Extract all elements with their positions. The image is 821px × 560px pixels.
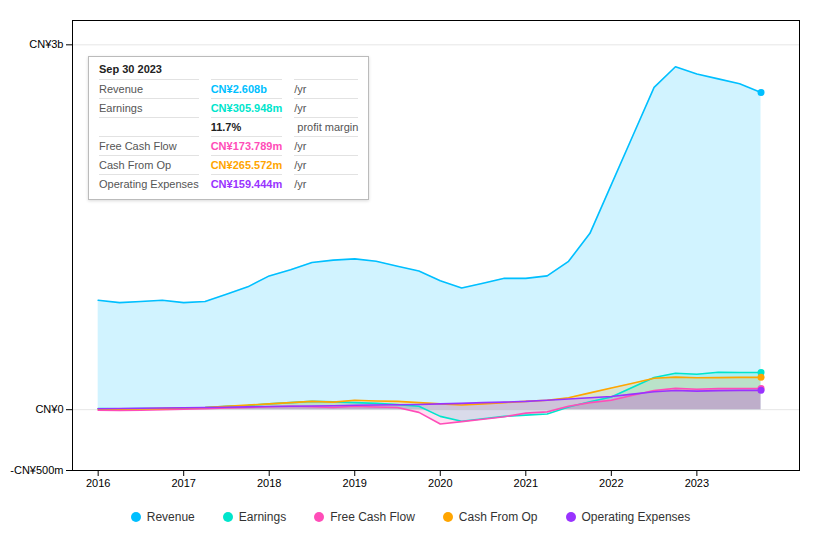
html-text:Sep 30 2023: Sep 30 2023 — [99, 63, 162, 75]
svg-text:2022: 2022 — [599, 477, 623, 489]
html-text:CN¥159.444m: CN¥159.444m — [210, 178, 283, 190]
html-text:/yr: /yr — [294, 159, 307, 171]
html-text:/yr: /yr — [294, 140, 307, 152]
html-text:11.7%: 11.7% — [210, 121, 242, 133]
svg-text:2020: 2020 — [428, 477, 452, 489]
html-text:CN¥265.572m: CN¥265.572m — [210, 159, 283, 171]
svg-text:2016: 2016 — [86, 477, 110, 489]
html-text:CN¥173.789m: CN¥173.789m — [210, 140, 283, 152]
html-text:CN¥2.608b: CN¥2.608b — [210, 83, 267, 95]
svg-text:2017: 2017 — [171, 477, 195, 489]
html-text:Free Cash Flow: Free Cash Flow — [330, 510, 415, 524]
html-text:Revenue: Revenue — [146, 510, 195, 524]
svg-text:2019: 2019 — [343, 477, 367, 489]
html-text:Free Cash Flow: Free Cash Flow — [99, 140, 177, 152]
html-text:/yr: /yr — [294, 83, 307, 95]
svg-text:CN¥3b: CN¥3b — [29, 38, 63, 50]
svg-text:2021: 2021 — [514, 477, 538, 489]
html-text:Operating Expenses: Operating Expenses — [99, 178, 199, 190]
html-text:Cash From Op: Cash From Op — [99, 159, 172, 171]
svg-text:CN¥0: CN¥0 — [35, 403, 63, 415]
svg-text:2018: 2018 — [257, 477, 281, 489]
html-text:Cash From Op: Cash From Op — [458, 510, 538, 524]
html-text:Revenue: Revenue — [99, 83, 143, 95]
html-text:Earnings: Earnings — [238, 510, 287, 524]
html-text:Earnings: Earnings — [99, 102, 143, 114]
html-text:Operating Expenses: Operating Expenses — [581, 510, 691, 524]
html-text:profit margin: profit margin — [294, 121, 359, 133]
html-text:CN¥305.948m: CN¥305.948m — [210, 102, 283, 114]
svg-text:2023: 2023 — [685, 477, 709, 489]
svg-text:-CN¥500m: -CN¥500m — [10, 464, 63, 476]
html-text:/yr: /yr — [294, 178, 307, 190]
html-text:/yr: /yr — [294, 102, 307, 114]
